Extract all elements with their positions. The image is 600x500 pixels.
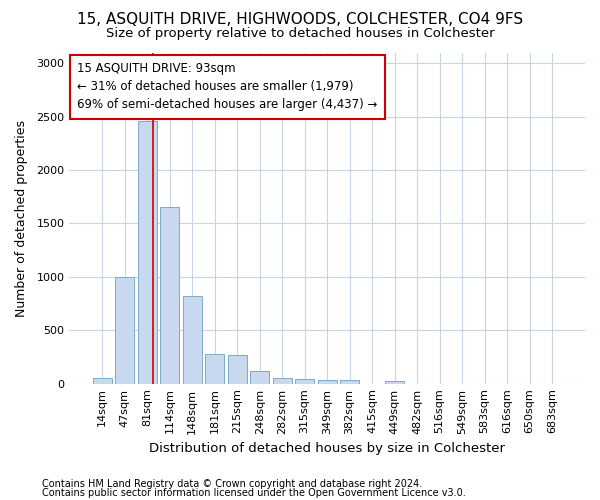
Bar	[227, 356, 247, 384]
Bar	[385, 381, 404, 384]
Text: 15, ASQUITH DRIVE, HIGHWOODS, COLCHESTER, CO4 9FS: 15, ASQUITH DRIVE, HIGHWOODS, COLCHESTER…	[77, 12, 523, 28]
Text: 15 ASQUITH DRIVE: 93sqm
← 31% of detached houses are smaller (1,979)
69% of semi: 15 ASQUITH DRIVE: 93sqm ← 31% of detache…	[77, 62, 377, 112]
Text: Size of property relative to detached houses in Colchester: Size of property relative to detached ho…	[106, 28, 494, 40]
X-axis label: Distribution of detached houses by size in Colchester: Distribution of detached houses by size …	[149, 442, 505, 455]
Text: Contains public sector information licensed under the Open Government Licence v3: Contains public sector information licen…	[42, 488, 466, 498]
Bar	[160, 208, 179, 384]
Text: Contains HM Land Registry data © Crown copyright and database right 2024.: Contains HM Land Registry data © Crown c…	[42, 479, 422, 489]
Bar	[250, 371, 269, 384]
Bar	[340, 380, 359, 384]
Bar	[317, 380, 337, 384]
Bar	[93, 378, 112, 384]
Bar	[138, 121, 157, 384]
Bar	[182, 296, 202, 384]
Y-axis label: Number of detached properties: Number of detached properties	[15, 120, 28, 316]
Bar	[205, 354, 224, 384]
Bar	[115, 277, 134, 384]
Bar	[272, 378, 292, 384]
Bar	[295, 379, 314, 384]
